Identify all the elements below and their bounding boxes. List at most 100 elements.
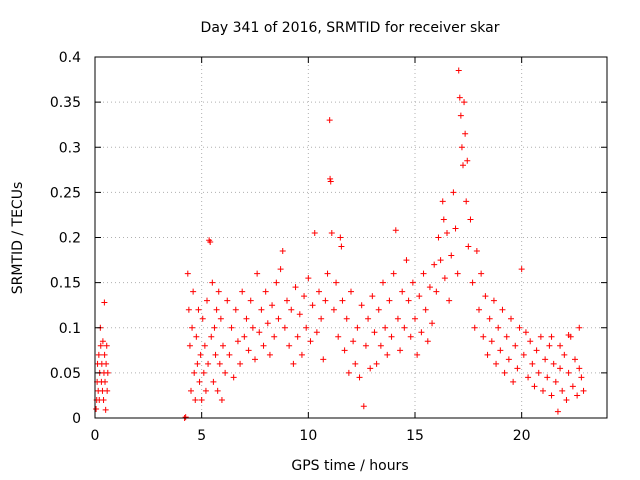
- data-point: [275, 315, 282, 322]
- data-point: [277, 266, 284, 273]
- data-point: [456, 94, 463, 101]
- data-point: [444, 229, 450, 236]
- data-point: [195, 306, 202, 313]
- data-point: [345, 369, 352, 376]
- data-point: [214, 387, 221, 394]
- data-point: [414, 351, 421, 358]
- data-point: [540, 387, 546, 394]
- data-point: [184, 270, 191, 277]
- data-point: [307, 338, 314, 345]
- data-point: [245, 347, 252, 354]
- data-point: [499, 306, 506, 313]
- y-tick-label: 0.25: [50, 185, 81, 201]
- data-point: [271, 333, 278, 340]
- data-point: [97, 342, 104, 349]
- data-point: [205, 360, 212, 367]
- data-point: [249, 324, 256, 331]
- data-point: [380, 279, 386, 286]
- data-point: [322, 297, 329, 304]
- data-point: [269, 302, 276, 309]
- data-point: [416, 293, 423, 300]
- data-point: [210, 378, 217, 385]
- data-point: [303, 324, 310, 331]
- data-point: [516, 324, 523, 331]
- data-point: [335, 333, 342, 340]
- data-point: [392, 227, 399, 234]
- data-point: [463, 198, 470, 205]
- data-point: [239, 288, 246, 295]
- data-point: [318, 315, 325, 322]
- x-tick-label: 10: [299, 428, 317, 444]
- data-point: [200, 369, 207, 376]
- data-point: [341, 347, 348, 354]
- data-point: [99, 338, 106, 345]
- data-point: [220, 342, 226, 349]
- data-point: [367, 365, 374, 372]
- data-point: [452, 225, 459, 232]
- data-point: [208, 333, 215, 340]
- data-point: [409, 279, 416, 286]
- data-point: [527, 338, 534, 345]
- data-point: [320, 356, 327, 363]
- data-point: [188, 387, 194, 394]
- data-point: [371, 329, 378, 336]
- data-point: [196, 378, 203, 385]
- data-point: [252, 356, 258, 363]
- data-point: [533, 347, 540, 354]
- data-point: [522, 329, 529, 336]
- data-point: [455, 67, 462, 74]
- data-point: [202, 387, 209, 394]
- data-point: [482, 293, 489, 300]
- data-point: [450, 189, 457, 196]
- data-point: [266, 351, 273, 358]
- data-point: [243, 315, 250, 322]
- data-point: [362, 342, 369, 349]
- y-tick-label: 0.35: [50, 95, 81, 111]
- data-point: [394, 315, 401, 322]
- data-point: [290, 360, 297, 367]
- data-point: [510, 378, 517, 385]
- data-point: [448, 252, 455, 259]
- data-point: [433, 288, 440, 295]
- chart-title: Day 341 of 2016, SRMTID for receiver ska…: [201, 20, 500, 36]
- tick-labels: 0 5 10 15 20 0 0.05 0.1 0.15 0.2 0.25 0.3 0.35 0.4: [50, 50, 531, 444]
- data-point: [189, 324, 196, 331]
- data-point: [356, 374, 363, 381]
- data-point: [412, 315, 418, 322]
- data-point: [403, 257, 410, 264]
- data-point: [338, 243, 345, 250]
- data-point: [497, 347, 504, 354]
- data-point: [237, 360, 244, 367]
- data-point: [104, 369, 111, 376]
- data-point: [420, 270, 427, 277]
- data-point: [424, 338, 431, 345]
- data-point: [580, 387, 587, 394]
- data-point: [365, 315, 372, 322]
- data-point: [217, 315, 224, 322]
- x-tick-label: 20: [513, 428, 531, 444]
- data-point: [548, 333, 555, 340]
- data-point: [281, 324, 288, 331]
- y-tick-label: 0.15: [50, 276, 81, 292]
- data-point: [469, 279, 476, 286]
- x-tick-label: 0: [91, 428, 100, 444]
- data-point: [102, 406, 109, 413]
- data-point: [460, 162, 466, 169]
- data-point: [95, 351, 102, 358]
- data-point: [337, 234, 344, 241]
- data-point: [488, 338, 495, 345]
- data-point: [104, 387, 111, 394]
- y-tick-label: 0.3: [59, 140, 81, 156]
- data-point: [326, 117, 333, 124]
- data-point: [103, 342, 110, 349]
- data-point: [197, 351, 204, 358]
- data-point: [557, 365, 564, 372]
- data-point: [478, 270, 485, 277]
- data-point: [441, 275, 448, 282]
- data-point: [369, 293, 376, 300]
- y-tick-label: 0.2: [59, 231, 81, 247]
- data-point: [476, 306, 482, 313]
- data-point: [288, 306, 295, 313]
- data-point: [569, 383, 576, 390]
- data-point: [407, 333, 414, 340]
